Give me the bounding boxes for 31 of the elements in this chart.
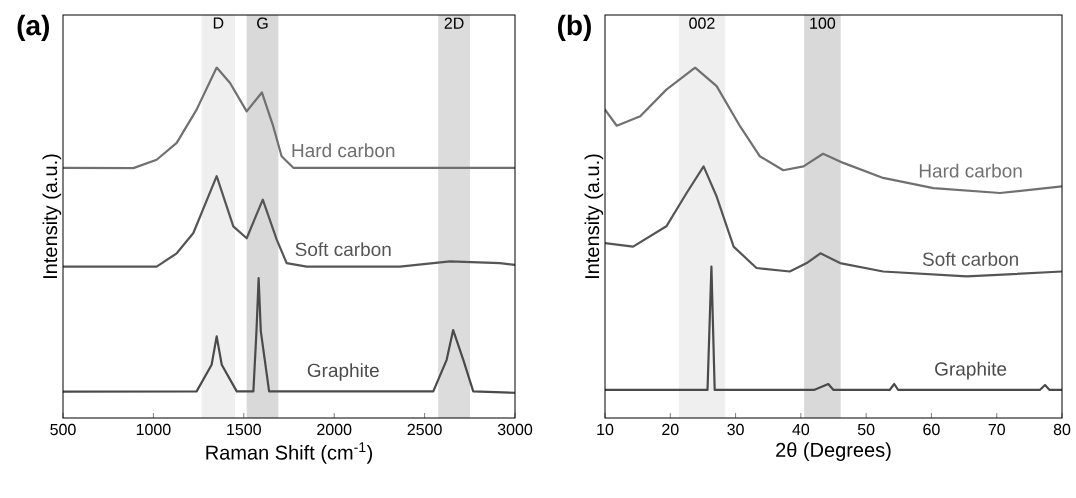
band-label: D [213, 17, 224, 29]
y-axis-title: Intensity (a.u.) [42, 154, 62, 279]
series-label: Hard carbon [919, 163, 1022, 178]
series-label: Soft carbon [922, 251, 1018, 266]
x-axis-title: 2θ (Degrees) [776, 442, 891, 461]
x-tick-label: 1500 [227, 423, 261, 436]
band-label: 100 [810, 17, 836, 29]
series-label: Soft carbon [295, 242, 391, 257]
x-tick-label: 30 [727, 423, 744, 436]
x-tick-label: 60 [923, 423, 940, 436]
chart-title: (a) [17, 14, 49, 41]
x-axis-title: Raman Shift (cm$^{-1}$) [206, 442, 373, 464]
series-label: Hard carbon [292, 143, 395, 158]
x-tick-label: 50 [857, 423, 875, 436]
x-tick-label: 1000 [136, 423, 171, 436]
x-tick-label: 10 [597, 423, 614, 436]
chart-title: (b) [557, 14, 591, 41]
x-tick-label: 20 [662, 423, 679, 436]
band-label: G [257, 17, 268, 29]
x-tick-label: 500 [50, 423, 76, 436]
y-axis-title: Intensity (a.u.) [584, 154, 604, 279]
series-label: Graphite [307, 363, 379, 381]
x-tick-label: 2500 [407, 423, 442, 436]
x-tick-label: 80 [1053, 423, 1071, 436]
x-tick-label: 2000 [317, 423, 352, 436]
band-label: 002 [689, 17, 715, 29]
band-label: 2D [444, 17, 464, 29]
x-tick-label: 3000 [497, 423, 533, 436]
x-tick-label: 40 [792, 423, 810, 436]
x-tick-label: 70 [988, 423, 1005, 436]
series-label: Graphite [935, 361, 1007, 380]
